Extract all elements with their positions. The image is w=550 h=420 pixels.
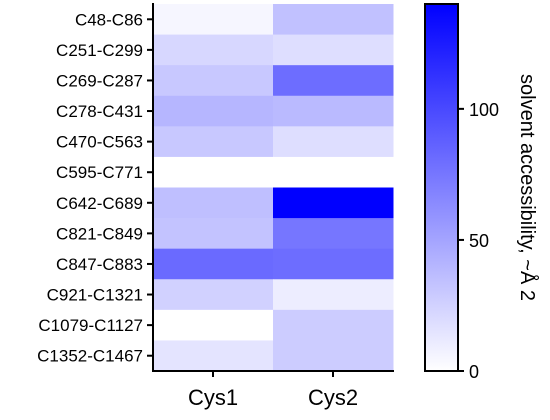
heatmap-cell-C821-C849-Cys1 [153,218,274,250]
row-label-C821-C849: C821-C849 [56,224,143,243]
row-labels: C48-C86 C251-C299 C269-C287 C278-C431 C470-C… [37,10,143,365]
colorbar: 0 50 100 [424,3,499,382]
heatmap-cell-C278-C431-Cys2 [273,95,394,127]
row-label-C278-C431: C278-C431 [56,102,143,121]
heatmap-cells [153,4,394,372]
heatmap-cell-C821-C849-Cys2 [273,218,394,250]
heatmap-cell-C921-C1321-Cys2 [273,279,394,311]
row-label-C269-C287: C269-C287 [56,71,143,90]
heatmap-cell-C595-C771-Cys1 [153,156,274,188]
row-label-C1352-C1467: C1352-C1467 [37,347,143,366]
heatmap-cell-C470-C563-Cys2 [273,126,394,158]
row-label-C48-C86: C48-C86 [75,10,143,29]
column-label-Cys2: Cys2 [308,385,358,410]
colorbar-tick-label-50: 50 [469,231,489,251]
heatmap-cell-C847-C883-Cys1 [153,248,274,280]
heatmap-cell-C48-C86-Cys2 [273,4,394,36]
column-labels: Cys1 Cys2 [188,385,358,410]
row-label-C921-C1321: C921-C1321 [47,286,143,305]
row-label-C470-C563: C470-C563 [56,133,143,152]
row-label-C642-C689: C642-C689 [56,194,143,213]
heatmap-cell-C269-C287-Cys1 [153,65,274,97]
heatmap-cell-C470-C563-Cys1 [153,126,274,158]
row-label-C1079-C1127: C1079-C1127 [38,316,143,335]
colorbar-tick-label-0: 0 [469,362,479,382]
heatmap-cell-C847-C883-Cys2 [273,248,394,280]
heatmap-cell-C251-C299-Cys1 [153,34,274,66]
colorbar-gradient [424,3,459,372]
row-label-C251-C299: C251-C299 [56,41,143,60]
colorbar-tick-label-100: 100 [469,100,499,120]
heatmap-cell-C251-C299-Cys2 [273,34,394,66]
heatmap-cell-C1079-C1127-Cys1 [153,309,274,341]
row-label-C595-C771: C595-C771 [56,163,143,182]
heatmap-axes [147,3,394,377]
row-label-C847-C883: C847-C883 [56,255,143,274]
column-label-Cys1: Cys1 [188,385,238,410]
heatmap-cell-C921-C1321-Cys1 [153,279,274,311]
heatmap-cell-C642-C689-Cys1 [153,187,274,219]
colorbar-title: solvent accessibility, ~Å 2 [516,74,539,301]
heatmap-cell-C1352-C1467-Cys1 [153,340,274,372]
heatmap-cell-C269-C287-Cys2 [273,65,394,97]
heatmap-cell-C278-C431-Cys1 [153,95,274,127]
heatmap-cell-C48-C86-Cys1 [153,4,274,36]
heatmap-cell-C595-C771-Cys2 [273,156,394,188]
heatmap-cell-C1352-C1467-Cys2 [273,340,394,372]
heatmap-cell-C1079-C1127-Cys2 [273,309,394,341]
heatmap-cell-C642-C689-Cys2 [273,187,394,219]
